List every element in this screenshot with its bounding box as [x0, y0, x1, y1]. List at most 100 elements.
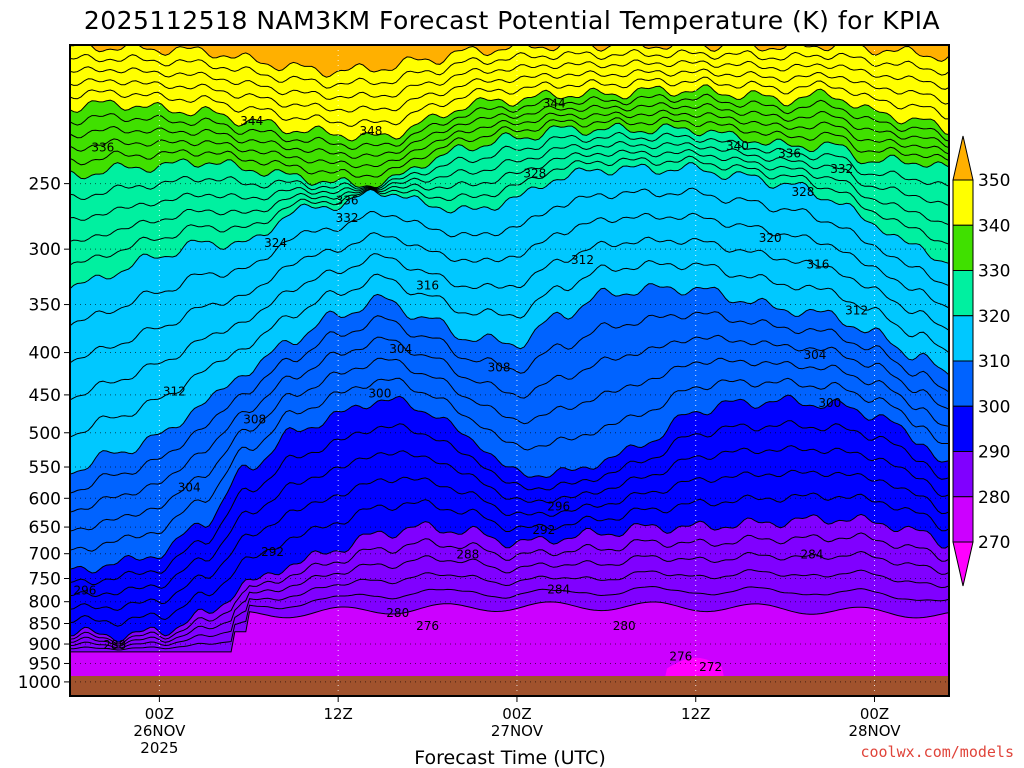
colorbar-tick-label: 280 — [978, 488, 1010, 508]
colorbar-tick-label: 310 — [978, 352, 1010, 372]
contour-label: 332 — [830, 162, 853, 176]
colorbar-segment — [952, 496, 974, 543]
isentrope-line — [70, 212, 949, 364]
fill-band-290 — [70, 395, 949, 643]
y-tick-label: 500 — [29, 424, 61, 444]
contour-label: 304 — [178, 480, 201, 494]
isentrope-line — [70, 601, 949, 653]
x-tick-label: 2025 — [140, 739, 178, 757]
x-axis-label: Forecast Time (UTC) — [414, 747, 605, 768]
contour-labels: 336 344 348 344 340 336 332 328 328 336 332 324 320 3… — [73, 96, 868, 674]
x-tick-label: 00Z — [145, 705, 174, 723]
contour-label: 284 — [800, 548, 823, 562]
contour-label: 320 — [759, 231, 782, 245]
x-tick-label: 12Z — [323, 705, 352, 723]
isentrope-line — [70, 394, 949, 574]
y-tick-label: 600 — [29, 489, 61, 509]
contour-label: 276 — [669, 650, 692, 664]
fill-band-320 — [70, 123, 949, 289]
colorbar-tick-label: 330 — [978, 262, 1010, 282]
isentrope-line — [70, 550, 949, 647]
x-tick-label: 00Z — [860, 705, 889, 723]
y-tick-label: 800 — [29, 593, 61, 613]
isentrope-line — [70, 116, 949, 178]
contour-label: 288 — [103, 638, 126, 652]
x-tick-label: 27NOV — [491, 722, 544, 740]
y-tick-label: 1000 — [18, 673, 61, 693]
x-tick-label: 00Z — [502, 705, 531, 723]
contour-label: 296 — [73, 583, 96, 597]
isentrope-line — [70, 68, 949, 113]
contour-label: 336 — [336, 193, 359, 207]
isentrope-line — [70, 585, 949, 651]
fill-band-340 — [70, 45, 949, 141]
isentrope-line — [70, 162, 949, 290]
contour-label: 328 — [523, 166, 546, 180]
colorbar-tick-label: 340 — [978, 216, 1010, 236]
y-tick-label: 400 — [29, 344, 61, 364]
colorbar-tick-label: 300 — [978, 397, 1010, 417]
contour-label: 300 — [368, 386, 391, 400]
y-tick-label: 250 — [29, 175, 61, 195]
isentrope-line — [70, 283, 949, 475]
fill-band-330 — [70, 84, 949, 188]
colorbar-segment — [952, 224, 974, 271]
isentrope-line — [70, 122, 949, 189]
y-tick-label: 750 — [29, 569, 61, 589]
isentrope-line — [70, 76, 949, 127]
contour-label: 336 — [91, 140, 114, 154]
contour-label: 296 — [547, 500, 570, 514]
y-tick-label: 700 — [29, 545, 61, 565]
contour-label: 336 — [778, 147, 801, 161]
isentrope-line — [70, 357, 949, 532]
colorbar-segment — [952, 315, 974, 362]
isentrope-line — [70, 148, 949, 242]
isentrope-line — [70, 492, 949, 627]
contour-label: 308 — [488, 361, 511, 375]
y-tick-label: 850 — [29, 614, 61, 634]
x-tick-label: 26NOV — [133, 722, 186, 740]
y-tick-label: 650 — [29, 518, 61, 538]
pressure-axis: 2503003504004505005506006507007508008509… — [18, 175, 70, 693]
y-tick-label: 450 — [29, 386, 61, 406]
colorbar-tick-label: 270 — [978, 533, 1010, 553]
colorbar-tick-label: 320 — [978, 307, 1010, 327]
y-tick-label: 300 — [29, 240, 61, 260]
contour-label: 328 — [792, 185, 815, 199]
contour-label: 280 — [386, 606, 409, 620]
contour-label: 280 — [613, 619, 636, 633]
isentrope-line — [70, 469, 949, 611]
contour-label: 348 — [359, 124, 382, 138]
contour-label: 340 — [726, 139, 749, 153]
fill-band-280 — [70, 601, 949, 696]
isentrope-line — [70, 259, 949, 438]
isentrope-line — [70, 48, 949, 89]
contour-label: 304 — [803, 348, 826, 362]
contour-label: 312 — [845, 304, 868, 318]
contour-label: 288 — [456, 548, 479, 562]
isentrope-line — [70, 445, 949, 598]
isentrope-line — [70, 155, 949, 266]
ground-surface — [70, 676, 949, 696]
contour-label: 324 — [264, 236, 287, 250]
colorbar-tick-label: 350 — [978, 171, 1010, 191]
isentrope-line — [70, 45, 949, 78]
isentrope-line — [70, 187, 949, 327]
contour-label: 308 — [243, 413, 266, 427]
contour-label: 292 — [261, 545, 284, 559]
colorbar-segment — [952, 405, 974, 452]
x-tick-label: 28NOV — [848, 722, 901, 740]
x-tick-label: 12Z — [681, 705, 710, 723]
isentrope-line — [70, 377, 949, 552]
contour-label: 276 — [416, 619, 439, 633]
isentrope-line — [70, 532, 949, 645]
isentrope-line — [70, 334, 949, 513]
colorbar-tick-label: 290 — [978, 443, 1010, 463]
contour-label: 332 — [336, 211, 359, 225]
credit-text: coolwx.com/models — [860, 743, 1014, 761]
contour-label: 316 — [416, 279, 439, 293]
colorbar: 270 280 290 300 310 320 330 340 350 — [952, 135, 1010, 587]
y-tick-label: 350 — [29, 296, 61, 316]
